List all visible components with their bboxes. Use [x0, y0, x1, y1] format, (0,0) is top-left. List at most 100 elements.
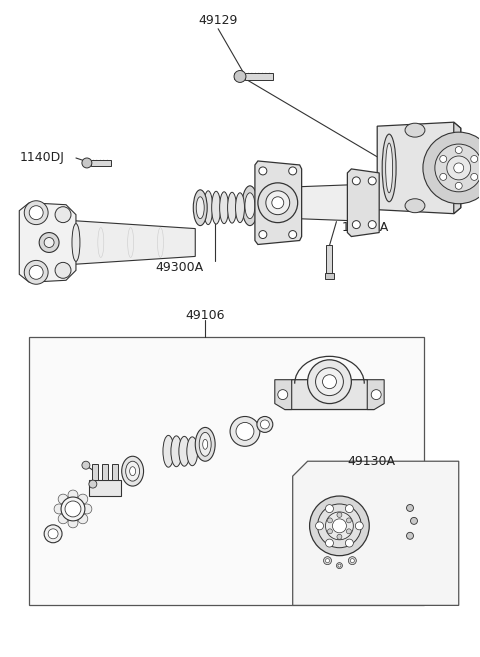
Polygon shape — [377, 122, 461, 214]
Circle shape — [407, 505, 413, 511]
Text: 49106: 49106 — [185, 309, 225, 321]
Circle shape — [471, 173, 478, 181]
Circle shape — [325, 558, 329, 562]
Circle shape — [39, 233, 59, 252]
Circle shape — [318, 504, 361, 548]
Circle shape — [82, 504, 92, 514]
Ellipse shape — [199, 432, 211, 456]
Text: 49129: 49129 — [198, 14, 238, 28]
Polygon shape — [245, 73, 273, 80]
Circle shape — [230, 417, 260, 446]
Circle shape — [371, 390, 381, 399]
Polygon shape — [89, 480, 120, 496]
Ellipse shape — [405, 199, 425, 213]
Circle shape — [346, 539, 353, 547]
Circle shape — [278, 390, 288, 399]
Circle shape — [55, 207, 71, 223]
Ellipse shape — [122, 456, 144, 486]
Circle shape — [327, 518, 333, 523]
Polygon shape — [91, 160, 111, 166]
Circle shape — [440, 173, 447, 181]
Circle shape — [350, 558, 354, 562]
Ellipse shape — [385, 143, 393, 193]
Ellipse shape — [163, 436, 174, 467]
Circle shape — [325, 505, 334, 512]
Circle shape — [82, 461, 90, 469]
Circle shape — [58, 514, 68, 524]
Polygon shape — [255, 161, 301, 244]
Ellipse shape — [236, 193, 244, 223]
Circle shape — [352, 221, 360, 229]
Circle shape — [337, 512, 342, 518]
Ellipse shape — [220, 192, 228, 223]
Circle shape — [325, 512, 353, 540]
Circle shape — [325, 539, 334, 547]
Bar — [112, 464, 118, 480]
Circle shape — [447, 156, 471, 180]
Circle shape — [61, 497, 85, 521]
Circle shape — [236, 422, 254, 440]
Circle shape — [323, 374, 336, 389]
Circle shape — [337, 534, 342, 539]
Circle shape — [407, 532, 413, 539]
Circle shape — [65, 501, 81, 517]
Polygon shape — [326, 246, 333, 273]
Ellipse shape — [126, 461, 140, 481]
Circle shape — [454, 163, 464, 173]
Polygon shape — [293, 461, 459, 605]
Circle shape — [368, 177, 376, 185]
Circle shape — [89, 480, 97, 488]
Circle shape — [324, 556, 332, 564]
Circle shape — [410, 518, 418, 524]
Circle shape — [78, 514, 88, 524]
Text: 1129LA: 1129LA — [341, 221, 389, 234]
Circle shape — [24, 201, 48, 225]
Circle shape — [315, 368, 343, 396]
Polygon shape — [73, 221, 195, 264]
Circle shape — [333, 519, 347, 533]
Circle shape — [347, 529, 351, 533]
Ellipse shape — [171, 436, 182, 466]
Circle shape — [288, 231, 297, 238]
Circle shape — [55, 262, 71, 279]
Ellipse shape — [405, 124, 425, 137]
Circle shape — [336, 562, 342, 568]
Ellipse shape — [203, 440, 208, 449]
Circle shape — [315, 522, 324, 530]
Circle shape — [257, 417, 273, 432]
Circle shape — [368, 221, 376, 229]
Circle shape — [288, 167, 297, 175]
Circle shape — [435, 144, 480, 192]
Circle shape — [348, 556, 356, 564]
Circle shape — [54, 504, 64, 514]
Ellipse shape — [382, 134, 396, 202]
Circle shape — [82, 158, 92, 168]
Circle shape — [308, 360, 351, 403]
Ellipse shape — [212, 191, 221, 224]
Circle shape — [440, 156, 447, 162]
Circle shape — [346, 505, 353, 512]
Circle shape — [455, 183, 462, 189]
Circle shape — [78, 494, 88, 504]
Polygon shape — [297, 185, 349, 221]
Circle shape — [68, 518, 78, 528]
Text: 1140DJ: 1140DJ — [19, 152, 64, 164]
Polygon shape — [348, 169, 379, 237]
Ellipse shape — [193, 190, 207, 225]
Ellipse shape — [72, 223, 80, 261]
Ellipse shape — [179, 436, 190, 466]
Ellipse shape — [187, 437, 198, 466]
Circle shape — [259, 167, 267, 175]
Ellipse shape — [228, 193, 237, 223]
Circle shape — [48, 529, 58, 539]
Circle shape — [423, 132, 480, 204]
Circle shape — [44, 238, 54, 248]
Circle shape — [338, 564, 341, 567]
Polygon shape — [19, 203, 76, 283]
Circle shape — [68, 490, 78, 500]
Bar — [324, 273, 335, 279]
Circle shape — [260, 420, 269, 429]
Ellipse shape — [130, 466, 136, 476]
Circle shape — [352, 177, 360, 185]
Circle shape — [272, 196, 284, 209]
